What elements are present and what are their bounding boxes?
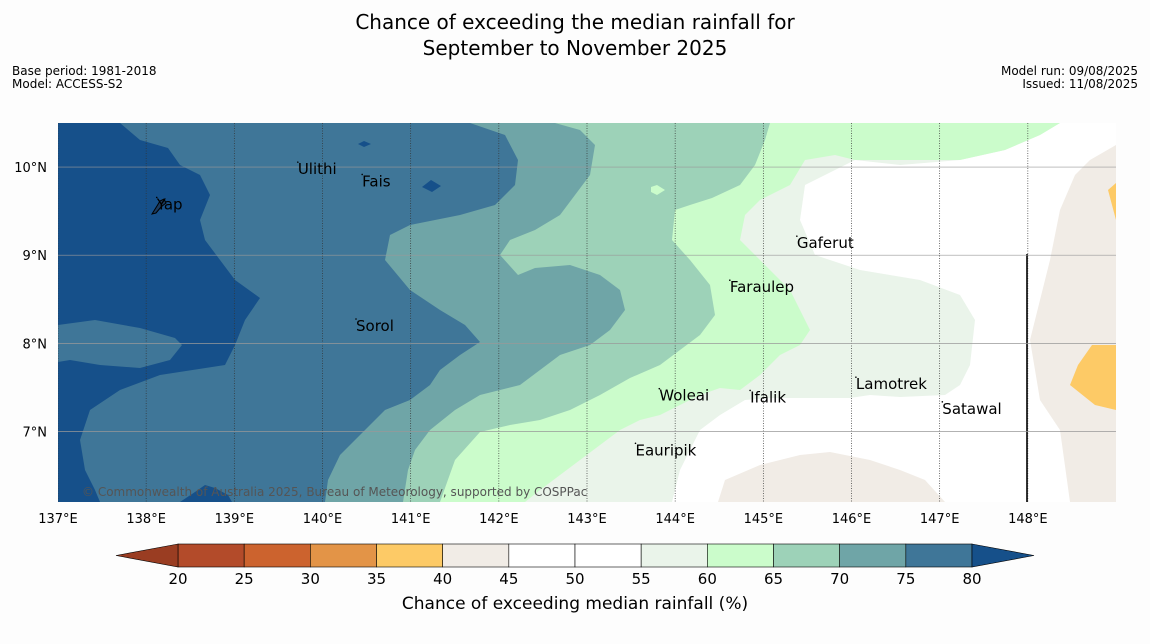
title-line-1: Chance of exceeding the median rainfall … — [355, 10, 795, 34]
lon-tick-label: 145°E — [744, 512, 784, 527]
lon-tick-label: 147°E — [920, 512, 960, 527]
place-marker — [361, 173, 363, 176]
colorbar-tick-label: 75 — [896, 570, 916, 588]
copyright-text: © Commonwealth of Australia 2025, Bureau… — [82, 485, 587, 499]
place-marker — [658, 387, 661, 390]
lon-tick-label: 142°E — [479, 512, 519, 527]
place-label: Woleai — [659, 387, 709, 405]
colorbar-tick-label: 55 — [631, 570, 651, 588]
place-label: Fais — [362, 172, 391, 190]
region-75-80-inner — [58, 320, 182, 368]
colorbar-segment — [905, 543, 973, 568]
colorbar — [115, 543, 1035, 568]
place-label: Eauripik — [635, 441, 696, 459]
region-40-45 — [1030, 145, 1116, 502]
colorbar-tick-label: 65 — [763, 570, 784, 588]
title-line-2: September to November 2025 — [422, 36, 728, 60]
blob-over-80-a — [422, 180, 441, 192]
colorbar-segment — [640, 543, 708, 568]
model-text: Model: ACCESS-S2 — [12, 77, 124, 91]
place-marker — [749, 389, 751, 392]
place-marker — [155, 196, 158, 199]
metadata-left: Base period: 1981-2018 Model: ACCESS-S2 — [12, 65, 157, 91]
metadata-right: Model run: 09/08/2025 Issued: 11/08/2025 — [1001, 65, 1138, 91]
colorbar-segment — [574, 543, 642, 568]
lon-tick-label: 141°E — [391, 512, 431, 527]
place-marker — [297, 161, 299, 163]
place-label: Ulithi — [298, 160, 337, 178]
place-label: Yap — [156, 195, 183, 213]
place-marker — [634, 442, 637, 445]
colorbar-tick-label: 30 — [300, 570, 320, 588]
place-label: Gaferut — [797, 234, 854, 252]
lon-tick-label: 143°E — [567, 512, 607, 527]
region-over-80-south — [180, 485, 232, 502]
map-field — [58, 123, 1116, 502]
place-marker — [855, 376, 857, 378]
lon-tick-label: 148°E — [1008, 512, 1048, 527]
yap-island — [150, 198, 167, 215]
colorbar-over-arrow — [971, 543, 1035, 568]
latitude-labels: 10°N 9°N 8°N 7°N — [14, 161, 47, 440]
lon-tick-label: 137°E — [38, 512, 78, 527]
place-marker — [796, 235, 798, 237]
lat-tick-label: 8°N — [23, 337, 48, 352]
colorbar-segment — [773, 543, 840, 568]
blob-60-65 — [651, 185, 665, 195]
colorbar-label: Chance of exceeding median rainfall (%) — [401, 594, 749, 614]
colorbar-tick-label: 50 — [565, 570, 585, 588]
colorbar-tick-label: 40 — [433, 570, 453, 588]
issued-text: Issued: 11/08/2025 — [1022, 77, 1138, 91]
region-over-80 — [58, 123, 260, 502]
model-run-text: Model run: 09/08/2025 — [1000, 64, 1138, 78]
colorbar-segment — [707, 543, 774, 568]
colorbar-segment — [376, 543, 443, 568]
place-label: Ifalik — [750, 388, 786, 406]
colorbar-segment — [442, 543, 510, 568]
lon-tick-label: 144°E — [655, 512, 695, 527]
colorbar-segment — [839, 543, 907, 568]
place-labels: Ulithi Fais Yap Gaferut Faraulep Sorol Lamotre… — [156, 160, 1002, 459]
blob-over-80-b — [358, 141, 371, 147]
place-marker — [941, 401, 944, 403]
lon-tick-label: 140°E — [303, 512, 343, 527]
colorbar-segment — [243, 543, 311, 568]
place-label: Sorol — [356, 317, 394, 335]
region-35-40-b — [1108, 183, 1116, 220]
lat-tick-label: 10°N — [14, 161, 47, 176]
colorbar-tick-label: 35 — [366, 570, 387, 588]
place-label: Lamotrek — [856, 375, 927, 393]
colorbar-tick-label: 45 — [499, 570, 519, 588]
lon-tick-label: 146°E — [832, 512, 872, 527]
map-title: Chance of exceeding the median rainfall … — [0, 9, 1150, 61]
lat-tick-label: 7°N — [23, 425, 48, 440]
lat-tick-label: 9°N — [23, 249, 48, 264]
colorbar-under-arrow — [115, 543, 179, 568]
lon-tick-label: 139°E — [215, 512, 255, 527]
place-label: Faraulep — [730, 278, 794, 296]
place-label: Satawal — [942, 400, 1001, 418]
colorbar-tick-label: 20 — [168, 570, 188, 588]
region-35-40-a — [1070, 345, 1116, 410]
place-marker — [729, 279, 731, 282]
colorbar-tick-label: 80 — [962, 570, 982, 588]
colorbar-segment — [508, 543, 576, 568]
colorbar-segment — [310, 543, 377, 568]
gridlines — [58, 123, 1116, 502]
colorbar-segment — [177, 543, 245, 568]
longitude-labels: 137°E 138°E 139°E 140°E 141°E 142°E 143°E 144°E… — [38, 512, 1047, 527]
place-marker — [355, 318, 357, 320]
colorbar-tick-label: 25 — [234, 570, 254, 588]
base-period-text: Base period: 1981-2018 — [12, 64, 157, 78]
lon-tick-label: 138°E — [126, 512, 166, 527]
region-40-45-south — [718, 452, 945, 502]
colorbar-tick-label: 70 — [830, 570, 850, 588]
colorbar-tick-label: 60 — [697, 570, 717, 588]
